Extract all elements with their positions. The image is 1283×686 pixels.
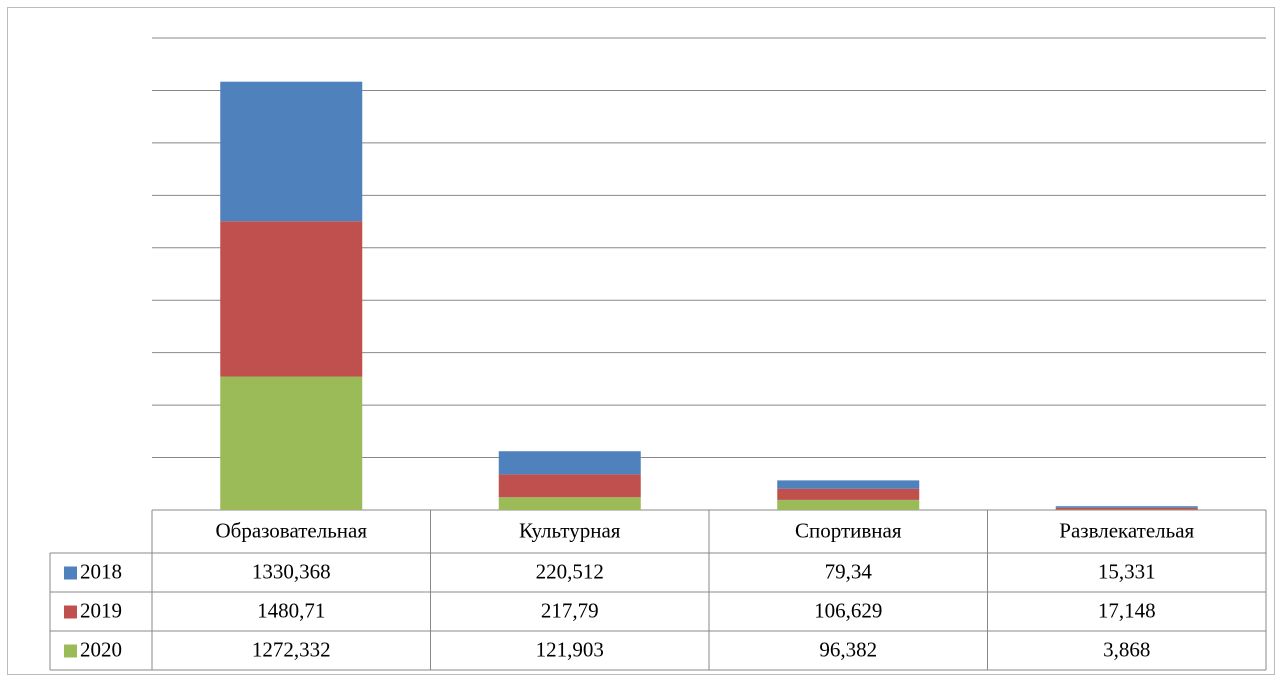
bar-segment [1056, 506, 1198, 508]
table-value: 3,868 [1103, 637, 1150, 661]
chart-frame [8, 8, 1275, 675]
bar-segment [220, 377, 362, 510]
table-value: 17,148 [1098, 598, 1156, 622]
table-value: 96,382 [819, 637, 877, 661]
bar-segment [499, 497, 641, 510]
bar-segment [777, 489, 919, 500]
legend-label: 2020 [80, 637, 122, 661]
bar-segment [777, 480, 919, 488]
category-label: Образовательная [215, 518, 367, 542]
category-label: Развлекательая [1059, 518, 1194, 542]
legend-swatch [64, 645, 77, 658]
category-label: Спортивная [795, 518, 902, 542]
bar-segment [1056, 508, 1198, 510]
table-value: 1330,368 [252, 559, 331, 583]
table-value: 79,34 [825, 559, 873, 583]
bar-segment [220, 82, 362, 222]
legend-label: 2018 [80, 559, 122, 583]
bar-segment [777, 500, 919, 510]
bar-segment [220, 221, 362, 376]
legend-label: 2019 [80, 598, 122, 622]
table-value: 1480,71 [257, 598, 325, 622]
table-value: 121,903 [536, 637, 604, 661]
table-value: 15,331 [1098, 559, 1156, 583]
table-value: 220,512 [536, 559, 604, 583]
legend-swatch [64, 567, 77, 580]
category-label: Культурная [519, 518, 621, 542]
bar-segment [499, 474, 641, 497]
legend-swatch [64, 606, 77, 619]
table-value: 1272,332 [252, 637, 331, 661]
table-value: 106,629 [814, 598, 882, 622]
table-value: 217,79 [541, 598, 599, 622]
bar-segment [499, 451, 641, 474]
